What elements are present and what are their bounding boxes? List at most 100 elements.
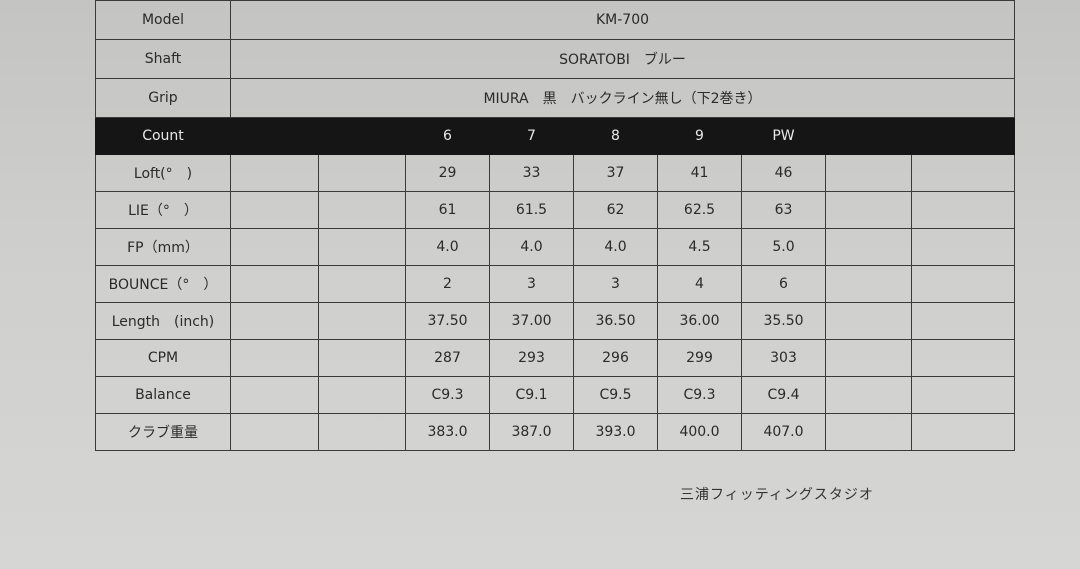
value-cell: 296 <box>573 339 658 377</box>
info-value: SORATOBI ブルー <box>230 39 1015 79</box>
value-cell: 33 <box>489 154 574 192</box>
value-cell: C9.3 <box>657 376 742 414</box>
row-label: Loft(° ) <box>95 154 231 192</box>
empty-cell <box>230 302 319 340</box>
value-cell: 61.5 <box>489 191 574 229</box>
value-cell: C9.4 <box>741 376 826 414</box>
count-header-row: Count 6 7 8 9 PW <box>95 117 1015 155</box>
studio-name: 三浦フィッティングスタジオ <box>680 487 874 503</box>
info-value: MIURA 黒 バックライン無し（下2巻き） <box>230 78 1015 118</box>
empty-cell <box>825 228 912 266</box>
empty-cell <box>911 191 1015 229</box>
value-cell: 4 <box>657 265 742 303</box>
value-cell: C9.1 <box>489 376 574 414</box>
empty-cell <box>318 339 406 377</box>
value-cell: 407.0 <box>741 413 826 451</box>
spec-sheet: Model KM-700 Shaft SORATOBI ブルー Grip MIURA 黒 … <box>95 0 1015 451</box>
value-cell: 36.00 <box>657 302 742 340</box>
value-cell: 29 <box>405 154 490 192</box>
empty-cell <box>825 376 912 414</box>
empty-cell <box>230 228 319 266</box>
value-cell: 61 <box>405 191 490 229</box>
value-cell: C9.5 <box>573 376 658 414</box>
empty-cell <box>230 265 319 303</box>
empty-cell <box>825 413 912 451</box>
empty-cell <box>825 191 912 229</box>
value-cell: 4.0 <box>405 228 490 266</box>
value-cell: 36.50 <box>573 302 658 340</box>
club-header: 7 <box>489 117 574 155</box>
empty-cell <box>911 376 1015 414</box>
value-cell: 299 <box>657 339 742 377</box>
value-cell: 2 <box>405 265 490 303</box>
empty-cell <box>318 376 406 414</box>
value-cell: 4.0 <box>573 228 658 266</box>
table-row: Balance C9.3 C9.1 C9.5 C9.3 C9.4 <box>95 376 1015 414</box>
empty-cell <box>318 413 406 451</box>
empty-cell <box>230 413 319 451</box>
value-cell: 41 <box>657 154 742 192</box>
table-row: Loft(° ) 29 33 37 41 46 <box>95 154 1015 192</box>
value-cell: 383.0 <box>405 413 490 451</box>
info-value: KM-700 <box>230 0 1015 40</box>
empty-cell <box>318 154 406 192</box>
value-cell: 46 <box>741 154 826 192</box>
value-cell: 63 <box>741 191 826 229</box>
value-cell: 293 <box>489 339 574 377</box>
value-cell: 4.0 <box>489 228 574 266</box>
empty-cell <box>230 191 319 229</box>
empty-cell <box>318 265 406 303</box>
row-label: CPM <box>95 339 231 377</box>
spec-table: Model KM-700 Shaft SORATOBI ブルー Grip MIURA 黒 … <box>95 0 1015 451</box>
row-label: FP（mm） <box>95 228 231 266</box>
empty-cell <box>230 339 319 377</box>
empty-cell <box>825 339 912 377</box>
row-label: Balance <box>95 376 231 414</box>
empty-cell <box>911 302 1015 340</box>
empty-cell <box>911 154 1015 192</box>
club-header: 6 <box>405 117 490 155</box>
table-row: Length (inch) 37.50 37.00 36.50 36.00 35.50 <box>95 302 1015 340</box>
value-cell: 37 <box>573 154 658 192</box>
empty-cell <box>911 413 1015 451</box>
table-row: CPM 287 293 296 299 303 <box>95 339 1015 377</box>
empty-cell <box>911 339 1015 377</box>
table-row: クラブ重量 383.0 387.0 393.0 400.0 407.0 <box>95 413 1015 451</box>
value-cell: 37.00 <box>489 302 574 340</box>
value-cell: 387.0 <box>489 413 574 451</box>
empty-cell <box>825 302 912 340</box>
value-cell: 287 <box>405 339 490 377</box>
empty-cell <box>318 302 406 340</box>
info-row: Shaft SORATOBI ブルー <box>95 39 1015 79</box>
info-row: Grip MIURA 黒 バックライン無し（下2巻き） <box>95 78 1015 118</box>
value-cell: 3 <box>489 265 574 303</box>
value-cell: 4.5 <box>657 228 742 266</box>
row-label: Length (inch) <box>95 302 231 340</box>
value-cell: C9.3 <box>405 376 490 414</box>
row-label: Count <box>95 117 231 155</box>
row-label: Grip <box>95 78 231 118</box>
value-cell: 5.0 <box>741 228 826 266</box>
value-cell: 393.0 <box>573 413 658 451</box>
row-label: Model <box>95 0 231 40</box>
table-row: LIE（° ） 61 61.5 62 62.5 63 <box>95 191 1015 229</box>
empty-cell <box>318 228 406 266</box>
empty-cell <box>230 154 319 192</box>
empty-cell <box>230 376 319 414</box>
row-label: LIE（° ） <box>95 191 231 229</box>
value-cell: 303 <box>741 339 826 377</box>
row-label: クラブ重量 <box>95 413 231 451</box>
table-row: BOUNCE（° ） 2 3 3 4 6 <box>95 265 1015 303</box>
value-cell: 6 <box>741 265 826 303</box>
club-header: PW <box>741 117 826 155</box>
value-cell: 62 <box>573 191 658 229</box>
empty-cell <box>825 154 912 192</box>
table-row: FP（mm） 4.0 4.0 4.0 4.5 5.0 <box>95 228 1015 266</box>
value-cell: 62.5 <box>657 191 742 229</box>
row-label: Shaft <box>95 39 231 79</box>
row-label: BOUNCE（° ） <box>95 265 231 303</box>
empty-cell <box>825 265 912 303</box>
info-row: Model KM-700 <box>95 0 1015 40</box>
empty-cell <box>318 191 406 229</box>
club-header: 9 <box>657 117 742 155</box>
